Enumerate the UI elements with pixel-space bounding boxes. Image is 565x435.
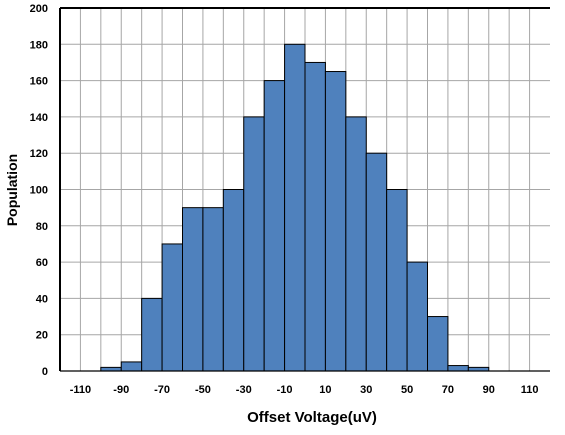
- y-axis-title: Population: [4, 154, 20, 226]
- y-tick-label: 40: [36, 293, 48, 305]
- histogram-bar: [284, 43, 306, 372]
- x-tick-label: -110: [70, 384, 91, 396]
- histogram-bar: [324, 71, 347, 372]
- y-tick-label: 0: [42, 366, 48, 378]
- histogram-bar: [141, 297, 163, 372]
- y-tick-label: 200: [30, 3, 48, 15]
- x-tick-label: -90: [113, 384, 129, 396]
- histogram-bar: [386, 189, 408, 372]
- x-tick-label: 10: [319, 384, 331, 396]
- histogram-bar: [345, 116, 367, 372]
- histogram-bar: [243, 116, 265, 372]
- histogram-bar: [447, 365, 469, 372]
- y-tick-label: 180: [30, 39, 48, 51]
- axes: [59, 7, 550, 372]
- x-axis-title: Offset Voltage(uV): [247, 409, 377, 426]
- x-tick-label: 50: [401, 384, 413, 396]
- y-tick-label: 20: [36, 330, 48, 342]
- x-tick-label: 90: [483, 384, 495, 396]
- histogram-bar: [161, 243, 183, 372]
- x-tick-label: -70: [154, 384, 170, 396]
- bars: [100, 43, 490, 372]
- histogram-bar: [202, 207, 224, 372]
- histogram-bar: [406, 261, 429, 372]
- x-tick-label: 70: [442, 384, 454, 396]
- y-tick-label: 60: [36, 257, 48, 269]
- y-tick-labels: 0 20 40 60 80 100 120 140 160 180 200: [30, 3, 48, 378]
- x-tick-label: -10: [277, 384, 293, 396]
- x-tick-labels: -110 -90 -70 -50 -30 -10 10 30 50 70 90 110: [70, 384, 539, 396]
- histogram-bar: [365, 152, 388, 372]
- x-tick-label: 110: [521, 384, 539, 396]
- histogram-bar: [304, 61, 326, 372]
- x-tick-label: 30: [360, 384, 372, 396]
- y-tick-label: 160: [30, 76, 48, 88]
- histogram-bar: [182, 207, 204, 372]
- y-tick-label: 140: [30, 112, 48, 124]
- x-tick-label: -50: [195, 384, 211, 396]
- y-tick-label: 100: [30, 185, 48, 197]
- histogram-bar: [120, 361, 143, 372]
- histogram-bar: [263, 80, 286, 372]
- y-tick-label: 120: [30, 148, 48, 160]
- histogram-bar: [427, 316, 449, 372]
- x-tick-label: -30: [236, 384, 252, 396]
- histogram-bar: [222, 189, 245, 372]
- y-tick-label: 80: [36, 221, 48, 233]
